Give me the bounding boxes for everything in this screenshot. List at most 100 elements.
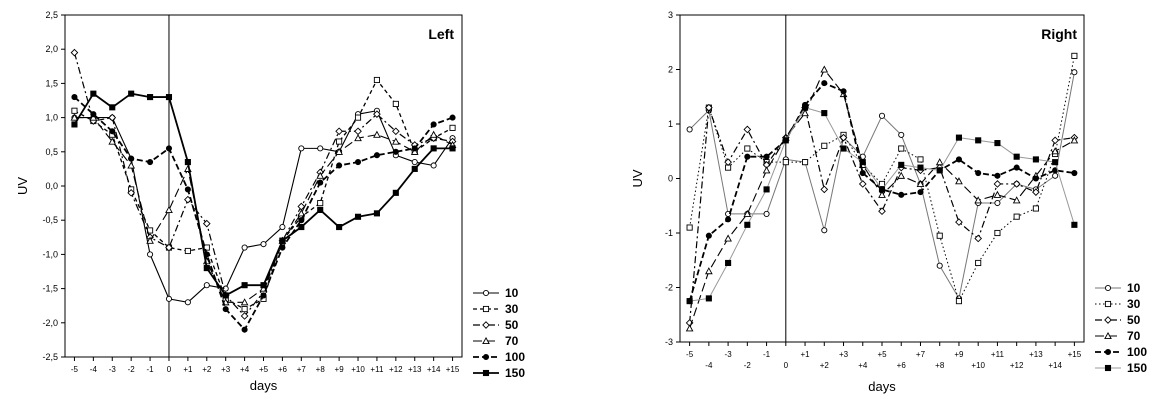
y-tick-label: -1,0: [42, 249, 58, 259]
data-point-30: [821, 142, 828, 149]
data-point-70: [993, 190, 1002, 198]
data-point-100: [955, 156, 963, 163]
data-point-70: [108, 137, 117, 145]
data-point-150: [1032, 156, 1039, 163]
data-point-100: [71, 94, 78, 101]
data-point-100: [1032, 175, 1039, 182]
data-point-10: [165, 295, 173, 302]
data-point-10: [260, 241, 267, 248]
data-point-150: [298, 223, 305, 231]
data-point-50: [108, 113, 117, 122]
data-point-100: [705, 232, 712, 239]
x-tick-label: +1: [183, 365, 193, 374]
data-point-150: [147, 94, 154, 101]
y-tick-label: -2,0: [42, 318, 58, 328]
data-point-10: [411, 159, 418, 166]
data-point-100: [725, 216, 732, 223]
x-tick-label: +7: [297, 365, 307, 374]
data-point-10: [184, 299, 191, 306]
data-point-70: [897, 171, 906, 179]
data-point-150: [222, 292, 229, 299]
x-tick-label: -2: [744, 361, 752, 370]
x-axis-label: days: [868, 379, 896, 394]
data-point-70: [762, 166, 771, 174]
x-tick-label: 0: [784, 361, 789, 370]
data-point-50: [165, 243, 173, 252]
chart-left: -2,5 -2,0 -1,5 -1,0 -0,5 0,0 0,5 1,0 1,5 2,0 2,5 -5…: [15, 10, 525, 393]
data-point-150: [898, 161, 905, 168]
legend-sample-70-marker: [482, 336, 490, 345]
data-point-100: [744, 153, 751, 160]
data-point-150: [705, 295, 712, 302]
data-point-10: [203, 282, 210, 289]
data-point-150: [241, 282, 248, 289]
legend-label-70: 70: [1127, 329, 1141, 343]
data-point-30: [994, 229, 1001, 237]
x-tick-label: +1: [800, 350, 810, 359]
x-tick-label: +8: [935, 361, 945, 370]
y-tick-label: 2: [668, 65, 673, 75]
y-tick-label: -1,5: [42, 284, 58, 294]
data-point-10: [241, 244, 248, 251]
data-point-10: [994, 199, 1001, 207]
data-point-100: [222, 306, 229, 313]
data-point-150: [90, 90, 97, 97]
x-tick-label: -3: [109, 365, 117, 374]
data-point-10: [936, 262, 943, 269]
y-axis-label: UV: [630, 169, 645, 187]
legend-label-150: 150: [1127, 361, 1147, 375]
data-point-70: [410, 147, 419, 155]
data-point-70: [429, 130, 438, 138]
x-axis-label: days: [250, 378, 278, 393]
data-point-100: [821, 80, 828, 87]
data-point-50: [127, 189, 136, 197]
data-point-10: [686, 126, 693, 133]
data-point-150: [260, 282, 267, 289]
series-150: [686, 104, 1078, 305]
legend-label-30: 30: [505, 302, 519, 316]
data-point-50: [743, 125, 752, 134]
data-point-10: [298, 145, 305, 152]
legend-sample-30-marker: [1104, 300, 1112, 308]
legend-sample-50-marker: [1104, 316, 1112, 324]
legend-sample-150-marker: [1104, 364, 1112, 372]
legend-label-10: 10: [1127, 281, 1141, 295]
data-point-150: [1071, 221, 1078, 228]
data-point-70: [89, 113, 98, 121]
data-point-10: [317, 145, 324, 152]
legend-sample-50-marker: [482, 321, 490, 329]
y-tick-label: -1: [665, 228, 673, 238]
x-tick-label: +2: [202, 365, 212, 374]
series-line-50: [689, 107, 1075, 323]
data-point-150: [801, 104, 809, 111]
data-point-30: [878, 180, 886, 188]
data-point-70: [240, 298, 249, 306]
data-point-100: [430, 121, 437, 128]
data-point-150: [975, 137, 982, 144]
data-point-150: [859, 159, 866, 166]
plot-frame: [64, 14, 463, 358]
data-point-70: [391, 137, 400, 145]
data-point-100: [336, 162, 343, 169]
data-point-50: [70, 48, 79, 57]
series-line-70: [74, 117, 453, 303]
data-point-100: [184, 186, 191, 193]
data-point-150: [430, 145, 437, 152]
data-point-150: [392, 189, 399, 196]
legend: 10 30 50 70 100 150: [473, 286, 525, 380]
data-point-50: [724, 158, 732, 166]
data-point-10: [1052, 172, 1059, 179]
data-point-150: [878, 186, 886, 193]
data-point-150: [317, 206, 324, 213]
data-point-150: [128, 90, 135, 97]
y-tick-label: 1,5: [45, 78, 58, 88]
x-tick-label: +5: [877, 350, 887, 359]
data-point-30: [336, 138, 343, 145]
data-point-70: [70, 113, 79, 121]
data-point-10: [821, 227, 828, 234]
x-tick-label: -4: [705, 361, 713, 370]
data-point-150: [373, 210, 380, 217]
x-tick-label: -3: [725, 350, 733, 359]
data-point-70: [935, 158, 944, 166]
data-point-150: [917, 164, 924, 171]
